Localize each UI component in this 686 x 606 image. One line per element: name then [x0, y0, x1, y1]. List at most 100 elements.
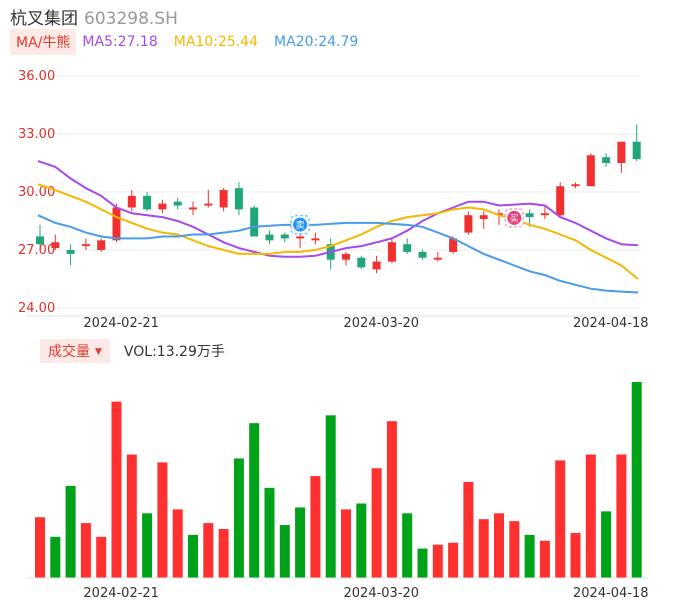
stock-code: 603298.SH — [84, 9, 178, 29]
candle-body — [464, 215, 473, 233]
y-tick-label: 33.00 — [18, 127, 55, 142]
volume-bar — [432, 544, 443, 578]
volume-legend: 成交量 ▼ VOL:13.29万手 — [40, 339, 225, 363]
candle-body — [158, 203, 167, 210]
volume-bar — [402, 513, 413, 578]
candle-body — [280, 234, 289, 239]
volume-bar — [172, 509, 183, 578]
candle-body — [234, 188, 243, 210]
ma-indicator-tab[interactable]: MA/牛熊 — [10, 29, 77, 55]
buy-marker-icon-label: 买 — [510, 213, 519, 224]
candle-body — [311, 238, 320, 241]
volume-bar — [539, 540, 550, 578]
volume-bar — [279, 525, 290, 578]
y-tick-label: 36.00 — [18, 69, 55, 84]
candle-body — [586, 155, 595, 187]
candle-body — [127, 195, 136, 208]
candle-body — [525, 213, 534, 218]
candle-body — [36, 236, 44, 245]
candle-body — [143, 195, 152, 210]
x-tick-label: 2024-03-20 — [344, 316, 420, 331]
candle-body — [387, 242, 396, 262]
candle-body — [265, 234, 274, 241]
candle-body — [479, 215, 488, 220]
candle-body — [219, 190, 228, 208]
y-tick-label: 30.00 — [18, 185, 55, 200]
candle-body — [372, 261, 381, 270]
volume-bar — [524, 534, 535, 578]
volume-bar — [494, 513, 504, 578]
volume-bar — [601, 511, 612, 578]
candle-body — [250, 207, 259, 237]
volume-bar — [631, 382, 642, 578]
volume-tab-label: 成交量 — [48, 344, 90, 360]
candle-body — [632, 141, 641, 160]
volume-bar — [111, 401, 122, 578]
volume-bar — [417, 548, 428, 578]
volume-readout: VOL:13.29万手 — [123, 344, 225, 360]
candle-body — [418, 251, 427, 258]
volume-indicator-tab[interactable]: 成交量 ▼ — [40, 339, 110, 363]
ma-legend: MA/牛熊 MA5:27.18 MA10:25.44 MA20:24.79 — [10, 29, 374, 55]
volume-bar — [50, 536, 61, 578]
candle-body — [97, 240, 106, 250]
candle-body — [81, 244, 90, 247]
sell-marker-icon-label: 卖 — [296, 220, 305, 231]
volume-bar — [448, 542, 459, 578]
candle-body — [433, 257, 442, 260]
volume-bar — [341, 509, 351, 578]
volume-bar — [478, 519, 489, 578]
dropdown-arrow-icon: ▼ — [95, 347, 102, 357]
volume-bar — [371, 468, 382, 578]
volume-x-tick-label: 2024-02-21 — [83, 586, 159, 601]
volume-bar — [126, 454, 137, 578]
candle-body — [204, 203, 213, 206]
candle-body — [66, 250, 75, 254]
candle-body — [189, 207, 197, 210]
candle-body — [357, 257, 366, 268]
volume-bar — [218, 529, 229, 578]
volume-bar — [80, 523, 91, 578]
volume-x-tick-label: 2024-04-18 — [573, 586, 649, 601]
candle-body — [342, 253, 350, 260]
candle-body — [403, 244, 412, 252]
sell-marker-icon — [293, 217, 308, 232]
volume-bar — [188, 534, 198, 578]
volume-bar — [356, 503, 367, 578]
ma5-legend: MA5:27.18 — [82, 34, 158, 50]
ma10-legend: MA10:25.44 — [173, 34, 259, 50]
x-tick-label: 2024-02-21 — [83, 316, 159, 331]
volume-bar — [616, 454, 627, 578]
candle-body — [617, 141, 626, 163]
candle-body — [556, 186, 565, 216]
candle-body — [449, 238, 458, 252]
volume-x-tick-label: 2024-03-20 — [344, 586, 420, 601]
y-tick-label: 24.00 — [18, 301, 55, 316]
volume-bar — [203, 523, 214, 578]
volume-bar — [264, 487, 275, 578]
candle-body — [296, 236, 305, 239]
volume-bar — [585, 454, 596, 578]
volume-bar — [157, 462, 168, 578]
volume-bar — [35, 517, 45, 578]
volume-bar — [509, 521, 520, 578]
volume-bar — [325, 415, 336, 578]
volume-bar — [65, 485, 76, 578]
candle-body — [540, 213, 549, 216]
volume-bar — [310, 476, 321, 578]
volume-bar — [249, 423, 260, 578]
stock-title: 杭叉集团 603298.SH — [10, 4, 178, 29]
y-tick-label: 27.00 — [18, 243, 55, 258]
volume-bar — [463, 481, 474, 578]
volume-bar — [142, 513, 153, 578]
volume-bar — [386, 421, 397, 578]
x-tick-label: 2024-04-18 — [573, 316, 649, 331]
ma5-line — [37, 160, 639, 258]
volume-bar — [96, 536, 107, 578]
stock-name: 杭叉集团 — [10, 9, 78, 29]
ma20-legend: MA20:24.79 — [274, 34, 359, 50]
ma20-line — [37, 214, 639, 294]
volume-bar — [555, 460, 566, 578]
volume-bar — [295, 507, 306, 578]
